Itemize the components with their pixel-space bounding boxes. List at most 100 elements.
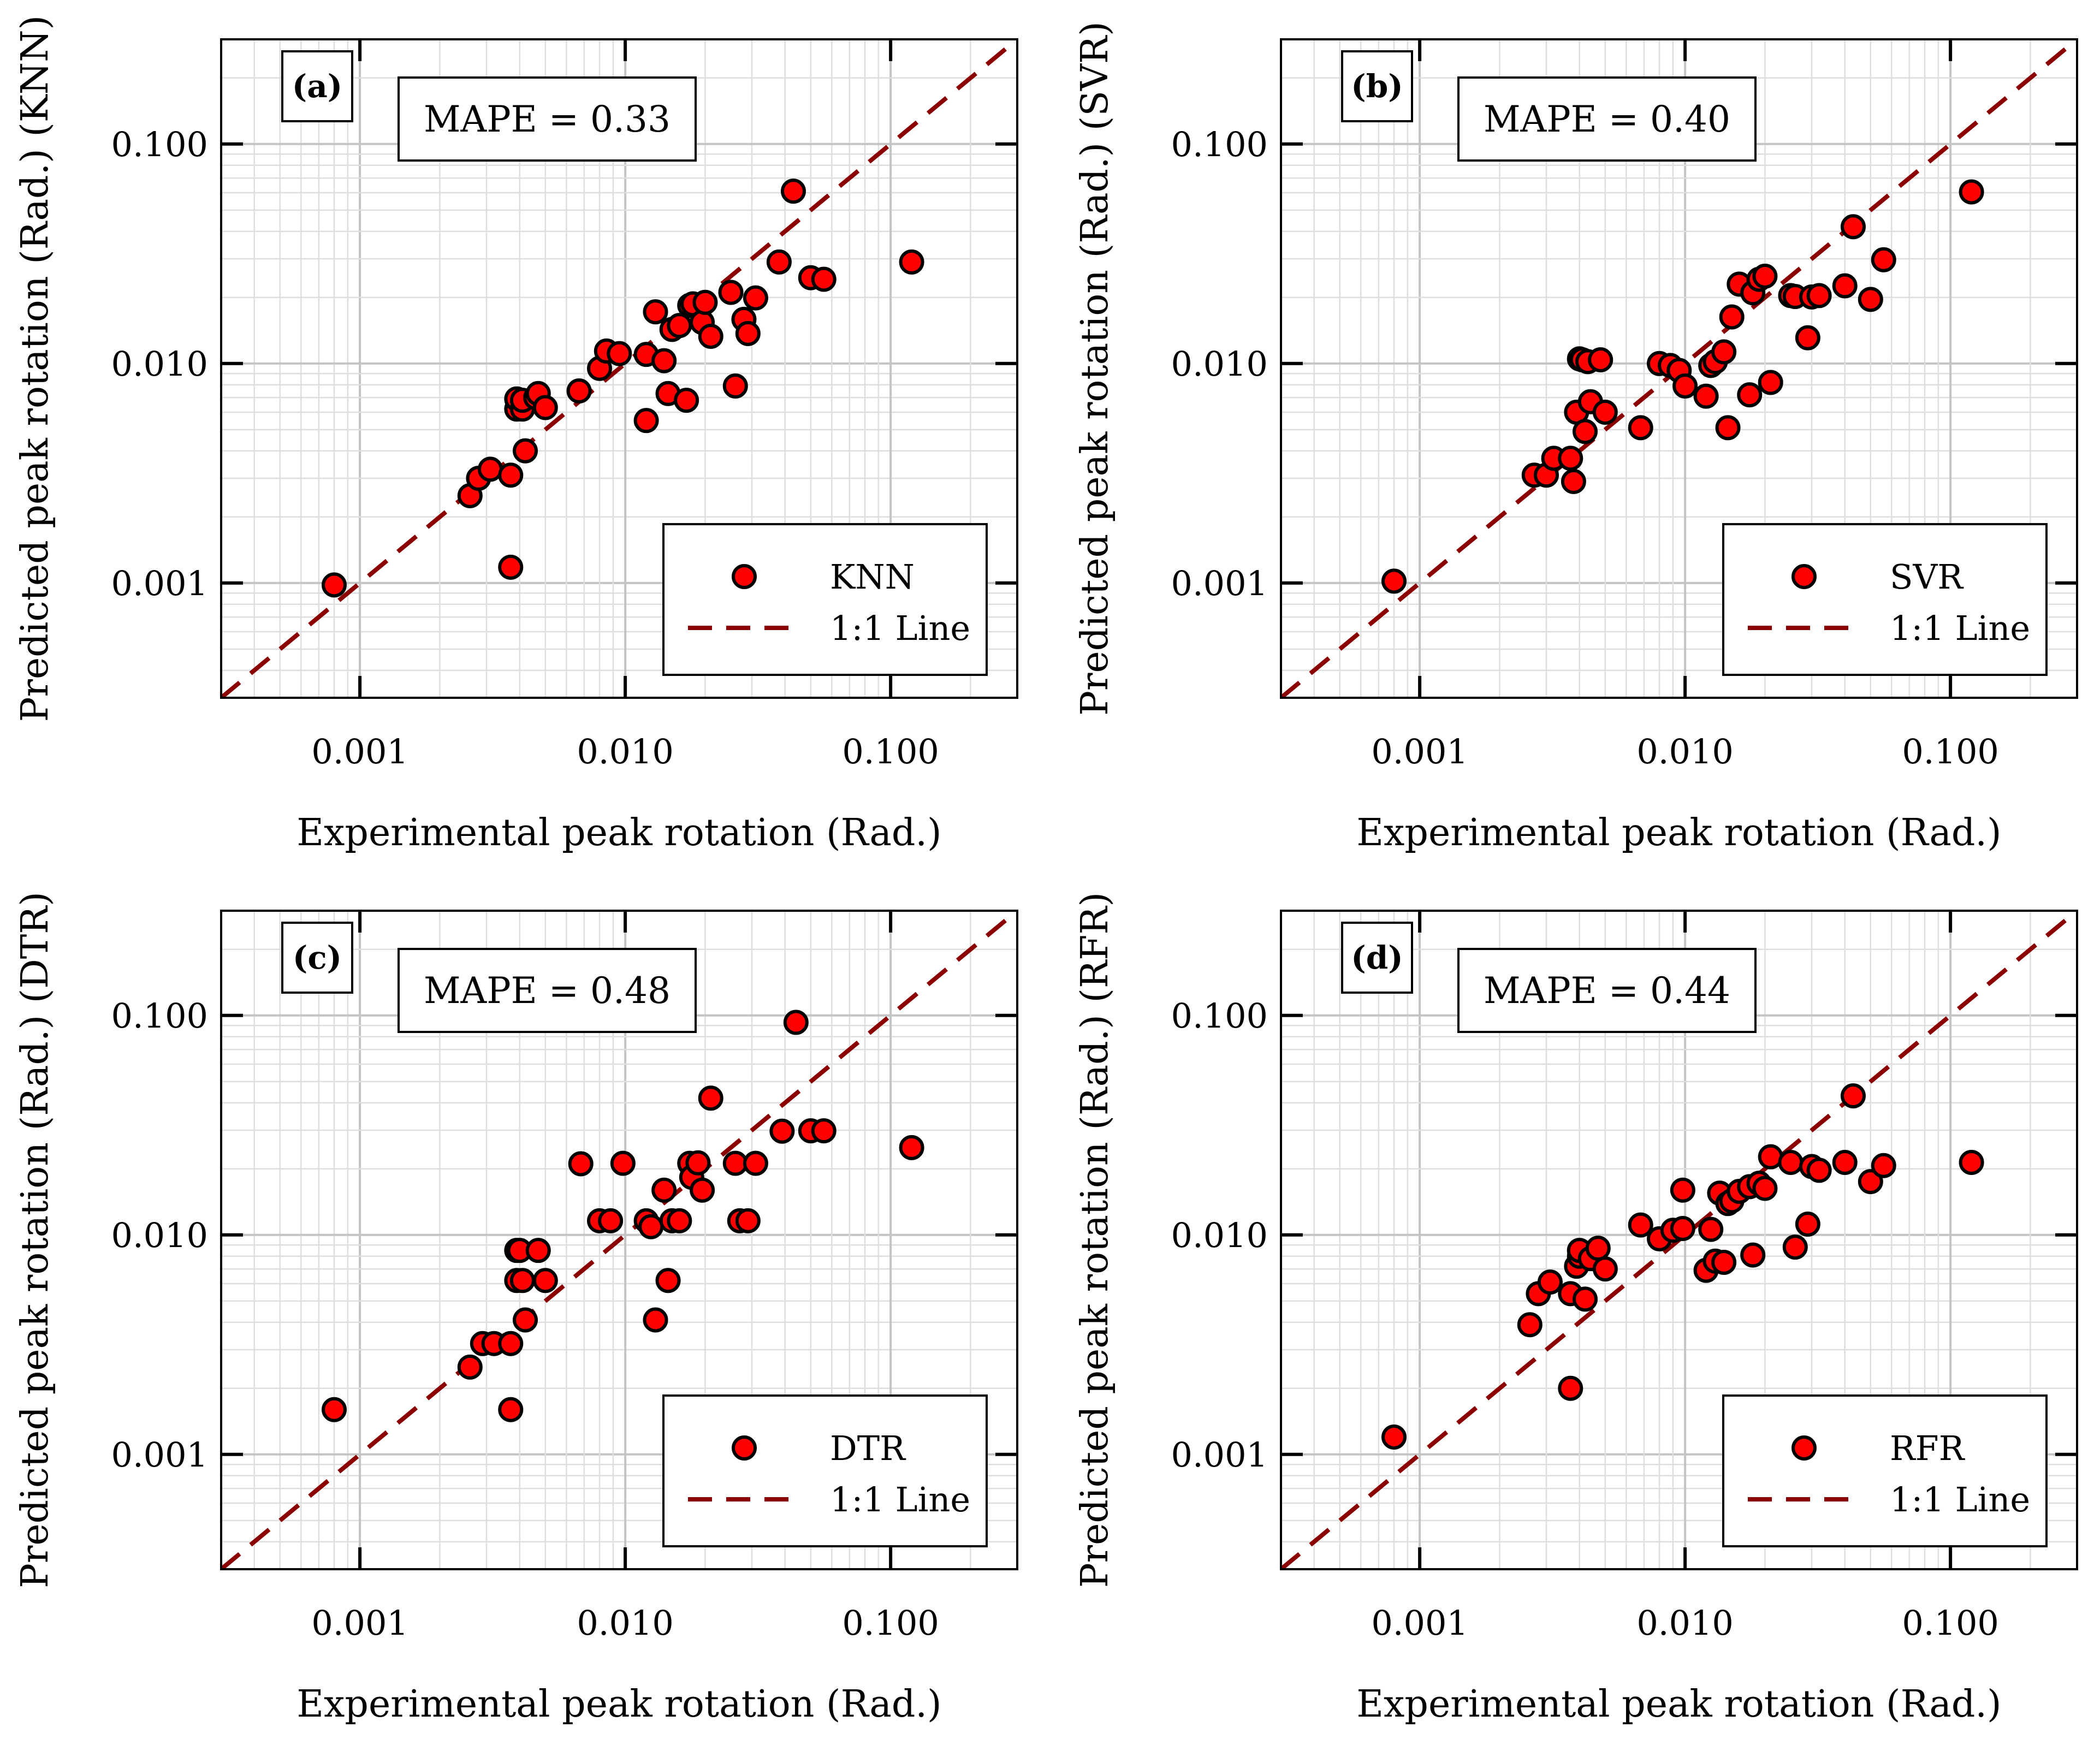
- data-point: [498, 462, 524, 488]
- y-tick-label: 0.010: [1171, 1215, 1268, 1255]
- legend-label-points: DTR: [830, 1428, 906, 1468]
- data-point: [1795, 1212, 1820, 1237]
- data-point: [735, 320, 761, 346]
- y-tick-label: 0.100: [1171, 996, 1268, 1036]
- panel-tag-label: (a): [292, 68, 342, 105]
- y-axis-label: Predicted peak rotation (Rad.) (RFR): [1073, 892, 1117, 1588]
- data-point: [1588, 347, 1613, 372]
- legend-point-marker: [1791, 564, 1817, 589]
- legend-box: [1722, 1394, 2048, 1547]
- mape-box: [398, 76, 697, 162]
- x-tick-label: 0.010: [1636, 1603, 1734, 1643]
- data-point: [509, 1268, 535, 1293]
- data-point: [811, 266, 837, 292]
- data-point: [322, 1397, 347, 1422]
- panel-tag-box: [1341, 50, 1413, 122]
- data-point: [498, 1331, 524, 1356]
- data-point: [1573, 419, 1598, 444]
- data-point: [674, 388, 699, 413]
- data-point: [1670, 1215, 1695, 1241]
- mape-box: [1457, 76, 1757, 162]
- data-point: [698, 1085, 723, 1111]
- data-point: [1737, 382, 1763, 408]
- data-point: [1959, 1149, 1984, 1175]
- panel-tag-label: (b): [1351, 68, 1403, 105]
- data-point: [1806, 1158, 1832, 1183]
- data-point: [1672, 373, 1698, 399]
- data-point: [1778, 1149, 1804, 1175]
- data-point: [1585, 1236, 1611, 1261]
- legend-point-marker: [732, 1435, 757, 1461]
- data-point: [1758, 1144, 1783, 1170]
- data-point: [1628, 1212, 1653, 1238]
- legend-label-points: SVR: [1890, 557, 1964, 597]
- legend-point-marker: [732, 564, 757, 589]
- data-point: [685, 1150, 711, 1176]
- series-points: [322, 179, 924, 598]
- legend-box: [662, 523, 988, 676]
- data-point: [1858, 287, 1883, 312]
- x-tick-label: 0.010: [577, 732, 674, 771]
- panel-tag-box: [281, 50, 353, 122]
- legend-box: [1722, 523, 2048, 676]
- legend-label-points: RFR: [1890, 1428, 1966, 1468]
- x-axis-label: Experimental peak rotation (Rad.): [1356, 811, 2001, 854]
- y-tick-label: 0.001: [1171, 1435, 1268, 1475]
- data-point: [743, 285, 768, 311]
- x-tick-label: 0.001: [311, 1603, 408, 1643]
- y-tick-label: 0.100: [111, 124, 209, 164]
- y-tick-label: 0.001: [111, 563, 209, 603]
- mape-value: MAPE = 0.44: [1484, 970, 1730, 1012]
- legend-label-line: 1:1 Line: [830, 608, 970, 648]
- y-axis-label: Predicted peak rotation (Rad.) (DTR): [14, 892, 57, 1588]
- data-point: [718, 280, 744, 305]
- data-point: [513, 438, 538, 464]
- plot-frame: [220, 910, 1018, 1570]
- data-point: [1752, 263, 1778, 289]
- data-point: [1858, 1169, 1883, 1195]
- y-axis-label: Predicted peak rotation (Rad.) (SVR): [1073, 21, 1117, 716]
- data-point: [1381, 568, 1407, 594]
- panel-3: 0.001 0.010 0.100 0.001 0.010 0.100 Experiment…: [1073, 892, 2078, 1726]
- plot-frame: [1280, 38, 2078, 699]
- y-tick-label: 0.100: [111, 996, 209, 1036]
- legend-box: [662, 1394, 988, 1547]
- panel-tag-label: (c): [293, 939, 342, 976]
- data-point: [651, 348, 677, 373]
- data-point: [722, 373, 748, 399]
- y-tick-label: 0.001: [1171, 563, 1268, 603]
- data-point: [783, 1010, 809, 1035]
- mape-value: MAPE = 0.40: [1484, 98, 1730, 140]
- data-point: [769, 1118, 795, 1144]
- mape-value: MAPE = 0.48: [424, 970, 671, 1012]
- data-point: [1592, 1256, 1618, 1282]
- panel-tag-box: [1341, 922, 1413, 994]
- y-tick-label: 0.010: [111, 344, 209, 384]
- data-point: [1806, 283, 1832, 308]
- plot-frame: [1280, 910, 2078, 1570]
- data-point: [1832, 273, 1858, 299]
- data-point: [1693, 383, 1719, 409]
- data-point: [633, 408, 659, 434]
- panel-2: 0.001 0.010 0.100 0.001 0.010 0.100 Experiment…: [14, 892, 1018, 1726]
- legend-label-line: 1:1 Line: [1890, 608, 2030, 648]
- data-point: [457, 1354, 483, 1380]
- data-point: [1573, 1286, 1598, 1312]
- legend-label-points: KNN: [830, 557, 915, 597]
- data-point: [610, 1150, 636, 1176]
- data-point: [638, 1214, 664, 1239]
- x-tick-label: 0.100: [1902, 1603, 1999, 1643]
- data-point: [598, 1208, 624, 1233]
- data-point: [525, 1238, 551, 1263]
- data-point: [698, 324, 723, 349]
- data-point: [692, 289, 718, 315]
- x-axis-label: Experimental peak rotation (Rad.): [296, 1683, 941, 1726]
- y-tick-label: 0.001: [111, 1435, 209, 1475]
- data-point: [1670, 1177, 1695, 1203]
- data-point: [1959, 179, 1984, 205]
- data-point: [1517, 1312, 1543, 1338]
- y-tick-label: 0.100: [1171, 124, 1268, 164]
- series-points: [1381, 179, 1984, 594]
- legend-label-line: 1:1 Line: [830, 1480, 970, 1520]
